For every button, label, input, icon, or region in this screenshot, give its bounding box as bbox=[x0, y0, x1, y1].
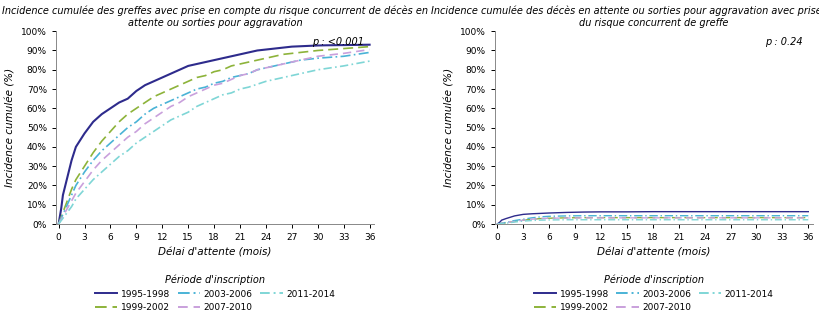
X-axis label: Délai d'attente (mois): Délai d'attente (mois) bbox=[596, 248, 709, 258]
X-axis label: Délai d'attente (mois): Délai d'attente (mois) bbox=[158, 248, 271, 258]
Y-axis label: Incidence cumulée (%): Incidence cumulée (%) bbox=[6, 68, 16, 187]
Y-axis label: Incidence cumulée (%): Incidence cumulée (%) bbox=[444, 68, 454, 187]
Legend: 1995-1998, 1999-2002, 2003-2006, 2007-2010, 2011-2014: 1995-1998, 1999-2002, 2003-2006, 2007-20… bbox=[529, 271, 776, 316]
Title: Incidence cumulée des greffes avec prise en compte du risque concurrent de décès: Incidence cumulée des greffes avec prise… bbox=[2, 5, 428, 28]
Title: Incidence cumulée des décès en attente ou sorties pour aggravation avec prise en: Incidence cumulée des décès en attente o… bbox=[430, 5, 819, 28]
Text: p : <0.001: p : <0.001 bbox=[312, 37, 364, 47]
Text: p : 0.24: p : 0.24 bbox=[764, 37, 802, 47]
Legend: 1995-1998, 1999-2002, 2003-2006, 2007-2010, 2011-2014: 1995-1998, 1999-2002, 2003-2006, 2007-20… bbox=[91, 271, 338, 316]
